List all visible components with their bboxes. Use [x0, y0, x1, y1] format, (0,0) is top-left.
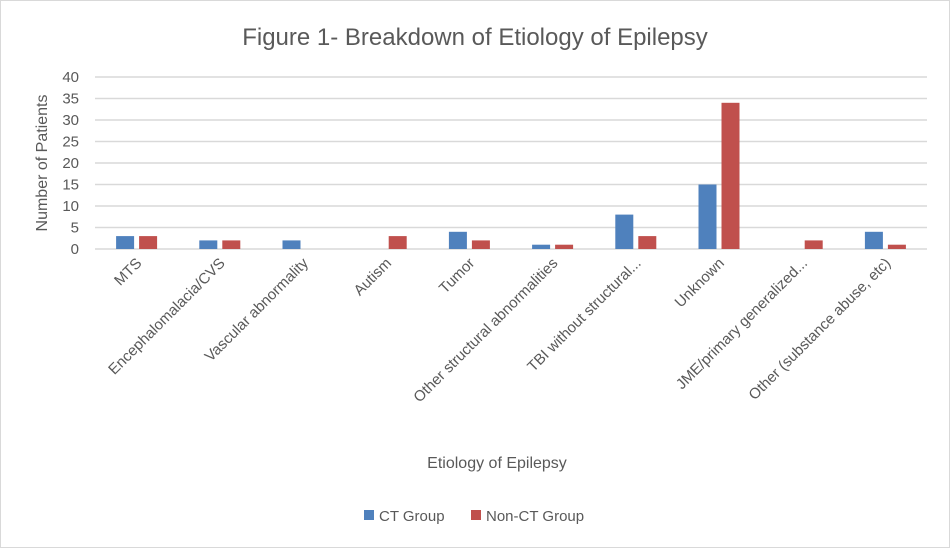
legend-label: CT Group: [379, 508, 445, 525]
bar-ct-0: [116, 236, 135, 249]
x-tick-label: JME/primary generalized...: [673, 255, 811, 393]
bar-non-ct-4: [471, 240, 490, 249]
x-axis-label: Etiology of Epilepsy: [427, 455, 567, 472]
bar-non-ct-5: [555, 244, 574, 249]
y-tick-label: 10: [62, 198, 79, 215]
y-tick-label: 40: [62, 69, 79, 86]
y-tick-label: 20: [62, 155, 79, 172]
bar-non-ct-9: [887, 244, 906, 249]
chart-title: Figure 1- Breakdown of Etiology of Epile…: [242, 24, 708, 51]
bar-ct-6: [615, 214, 634, 249]
bar-non-ct-6: [638, 236, 657, 249]
y-tick-labels: 0 5 10 15 20 25 30 35 40: [62, 69, 79, 258]
x-tick-label: Other structural abnormalities: [410, 255, 561, 406]
x-tick-label: Autism: [351, 255, 395, 299]
legend-label: Non-CT Group: [486, 508, 584, 525]
x-tick-label: Tumor: [436, 255, 478, 297]
bar-ct-1: [199, 240, 218, 249]
y-tick-label: 30: [62, 112, 79, 129]
y-tick-label: 35: [62, 91, 79, 108]
legend: CT Group Non-CT Group: [364, 508, 584, 525]
bar-non-ct-8: [804, 240, 823, 249]
legend-swatch-non-ct: [471, 510, 481, 520]
bars: [116, 102, 906, 249]
y-tick-label: 25: [62, 134, 79, 151]
gridlines: [95, 76, 927, 250]
y-tick-label: 15: [62, 177, 79, 194]
x-tick-label: MTS: [111, 255, 145, 289]
legend-swatch-ct: [364, 510, 374, 520]
bar-non-ct-0: [139, 236, 158, 249]
bar-non-ct-3: [388, 236, 407, 249]
x-tick-label: Other (substance abuse, etc): [745, 255, 894, 404]
bar-ct-7: [698, 184, 717, 249]
bar-ct-5: [532, 244, 551, 249]
bar-non-ct-7: [721, 102, 740, 249]
x-tick-label: Unknown: [672, 255, 728, 311]
bar-ct-4: [448, 231, 467, 249]
y-tick-label: 0: [71, 241, 79, 258]
bar-non-ct-1: [222, 240, 241, 249]
y-axis-label: Number of Patients: [34, 95, 51, 232]
bar-ct-9: [864, 231, 883, 249]
y-tick-label: 5: [71, 220, 79, 237]
bar-ct-2: [282, 240, 301, 249]
